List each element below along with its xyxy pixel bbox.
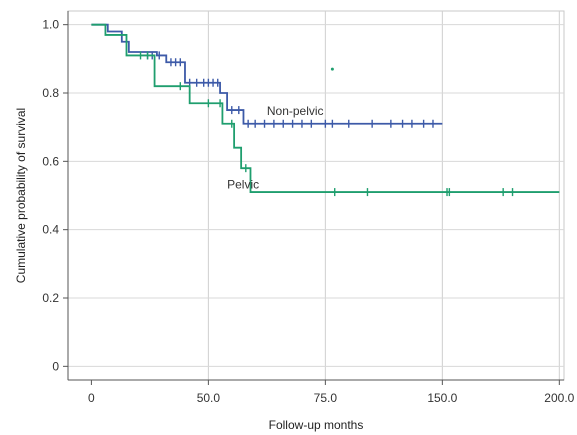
- x-tick-label: 150.0: [427, 391, 457, 405]
- y-tick-label: 0.2: [42, 291, 59, 305]
- x-axis-title: Follow-up months: [269, 418, 364, 432]
- series-line-0: [91, 23, 443, 125]
- gridlines: [67, 10, 565, 381]
- series-annotation: Non-pelvic: [267, 104, 324, 118]
- axes: 0 0.2 0.4 0.6 0.8 1.0 0 50.0 75.0 150.0 200.0 Follo…: [14, 11, 575, 432]
- labels: Non-pelvic Pelvic: [227, 104, 323, 191]
- stray-point: [330, 67, 334, 71]
- y-tick-label: 0: [52, 359, 59, 373]
- x-tick-label: 200.0: [544, 391, 574, 405]
- y-tick-label: 0.4: [42, 223, 59, 237]
- x-tick-label: 0: [88, 391, 95, 405]
- y-tick-label: 0.8: [42, 86, 59, 100]
- y-axis-title: Cumulative probability of survival: [14, 108, 28, 283]
- x-tick-label: 75.0: [314, 391, 338, 405]
- series-1: [91, 23, 560, 197]
- series-annotation: Pelvic: [227, 178, 259, 192]
- plot-frame: [67, 10, 565, 381]
- series-line-1: [91, 23, 560, 193]
- y-tick-label: 0.6: [42, 154, 59, 168]
- series-layer: [91, 23, 560, 197]
- x-tick-label: 50.0: [197, 391, 221, 405]
- y-tick-label: 1.0: [42, 18, 59, 32]
